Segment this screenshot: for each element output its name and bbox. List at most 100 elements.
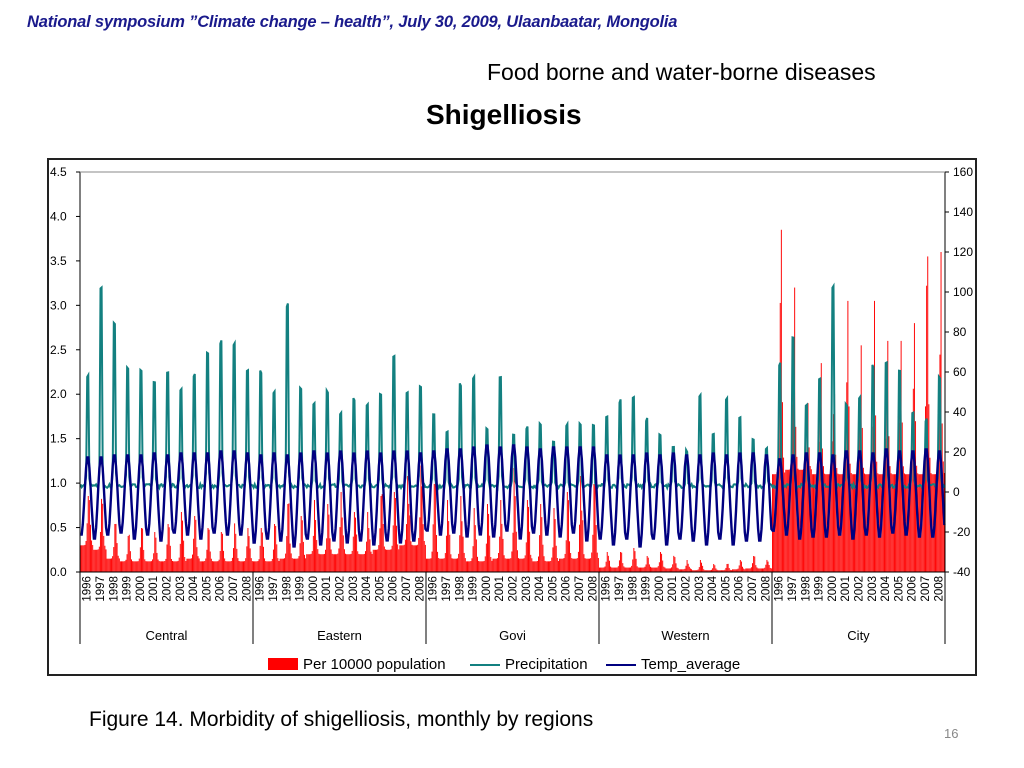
morbidity-bar — [735, 569, 737, 572]
morbidity-bar — [501, 523, 503, 572]
morbidity-bar — [515, 531, 517, 572]
year-label: 2004 — [880, 575, 892, 601]
morbidity-bar — [701, 562, 702, 572]
year-label: 1998 — [454, 576, 466, 602]
morbidity-bar — [522, 558, 524, 572]
morbidity-bar — [180, 512, 182, 572]
morbidity-bar — [217, 561, 219, 572]
morbidity-bar — [604, 566, 606, 572]
morbidity-bar — [580, 476, 582, 572]
morbidity-bar — [724, 569, 726, 572]
morbidity-bar — [294, 558, 295, 572]
morbidity-bar — [357, 551, 359, 572]
morbidity-bar — [167, 524, 169, 572]
left-tick-label: 2.0 — [50, 387, 67, 401]
morbidity-bar — [640, 567, 641, 572]
morbidity-bar — [311, 551, 313, 572]
morbidity-bar — [93, 549, 95, 572]
year-label: 1997 — [95, 576, 107, 602]
morbidity-bar — [505, 558, 507, 572]
morbidity-bar — [282, 558, 284, 572]
left-tick-label: 3.0 — [50, 298, 67, 312]
morbidity-bar — [534, 561, 536, 572]
morbidity-bar — [898, 422, 900, 572]
morbidity-bar — [367, 512, 369, 572]
morbidity-bar — [922, 472, 924, 572]
morbidity-bar — [444, 553, 446, 572]
morbidity-bar — [328, 514, 330, 572]
morbidity-bar — [169, 545, 171, 572]
morbidity-bar — [433, 484, 435, 572]
morbidity-bar — [421, 486, 423, 572]
morbidity-bar — [572, 558, 574, 572]
morbidity-bar — [717, 570, 719, 572]
legend-label-precipitation: Precipitation — [505, 656, 588, 673]
morbidity-bar — [213, 561, 215, 572]
morbidity-bar — [413, 545, 415, 572]
morbidity-bar — [409, 515, 411, 572]
year-label: 2006 — [215, 576, 227, 602]
morbidity-bar — [382, 524, 384, 572]
morbidity-bar — [378, 545, 380, 572]
morbidity-bar — [451, 558, 453, 572]
year-label: 2003 — [521, 576, 533, 602]
morbidity-bar — [321, 554, 323, 572]
morbidity-bar — [318, 553, 320, 572]
morbidity-bar — [872, 381, 874, 572]
morbidity-bar — [739, 560, 741, 572]
morbidity-bar — [625, 567, 627, 572]
morbidity-bar — [683, 569, 685, 572]
morbidity-bar — [396, 525, 398, 572]
morbidity-bar — [770, 568, 772, 572]
morbidity-bar — [125, 559, 127, 572]
morbidity-bar — [386, 549, 388, 572]
morbidity-bar — [193, 538, 195, 572]
morbidity-bar — [428, 558, 430, 572]
morbidity-bar — [390, 549, 392, 572]
morbidity-bar — [274, 524, 276, 572]
chart-lines — [79, 282, 946, 548]
morbidity-bar — [632, 559, 634, 572]
morbidity-bar — [388, 549, 390, 572]
morbidity-bar — [760, 568, 762, 572]
morbidity-bar — [325, 549, 327, 572]
morbidity-bar — [471, 558, 473, 572]
morbidity-bar — [353, 512, 355, 572]
morbidity-bar — [504, 558, 506, 572]
morbidity-bar — [443, 558, 445, 572]
year-label: 2008 — [933, 576, 945, 602]
morbidity-bar — [733, 569, 735, 572]
morbidity-bar — [496, 558, 498, 572]
morbidity-bar — [229, 561, 231, 572]
morbidity-bar — [546, 561, 548, 572]
morbidity-bar — [938, 389, 940, 572]
morbidity-bar — [373, 549, 375, 572]
morbidity-bar — [265, 561, 267, 572]
morbidity-bar — [597, 557, 599, 572]
morbidity-bar — [92, 545, 94, 572]
morbidity-bar — [370, 551, 372, 572]
morbidity-bar — [174, 561, 176, 572]
morbidity-bar — [417, 544, 419, 572]
morbidity-bar — [276, 544, 278, 572]
morbidity-bar — [641, 567, 643, 572]
morbidity-bar — [633, 548, 635, 572]
morbidity-bar — [589, 558, 590, 572]
morbidity-bar — [360, 554, 362, 572]
morbidity-bar — [400, 545, 402, 572]
morbidity-bar — [310, 553, 312, 572]
morbidity-bar — [799, 469, 801, 572]
morbidity-bar — [856, 473, 858, 572]
morbidity-bar — [429, 558, 431, 572]
morbidity-bar — [821, 448, 823, 572]
morbidity-bar — [743, 568, 745, 572]
morbidity-bar — [528, 506, 529, 572]
morbidity-bar — [519, 558, 521, 572]
morbidity-bar — [715, 568, 717, 572]
morbidity-bar — [745, 568, 747, 572]
morbidity-bar — [402, 545, 404, 572]
morbidity-bar — [559, 558, 561, 572]
morbidity-bar — [720, 570, 722, 572]
morbidity-bar — [600, 567, 602, 572]
morbidity-bar — [871, 426, 873, 572]
